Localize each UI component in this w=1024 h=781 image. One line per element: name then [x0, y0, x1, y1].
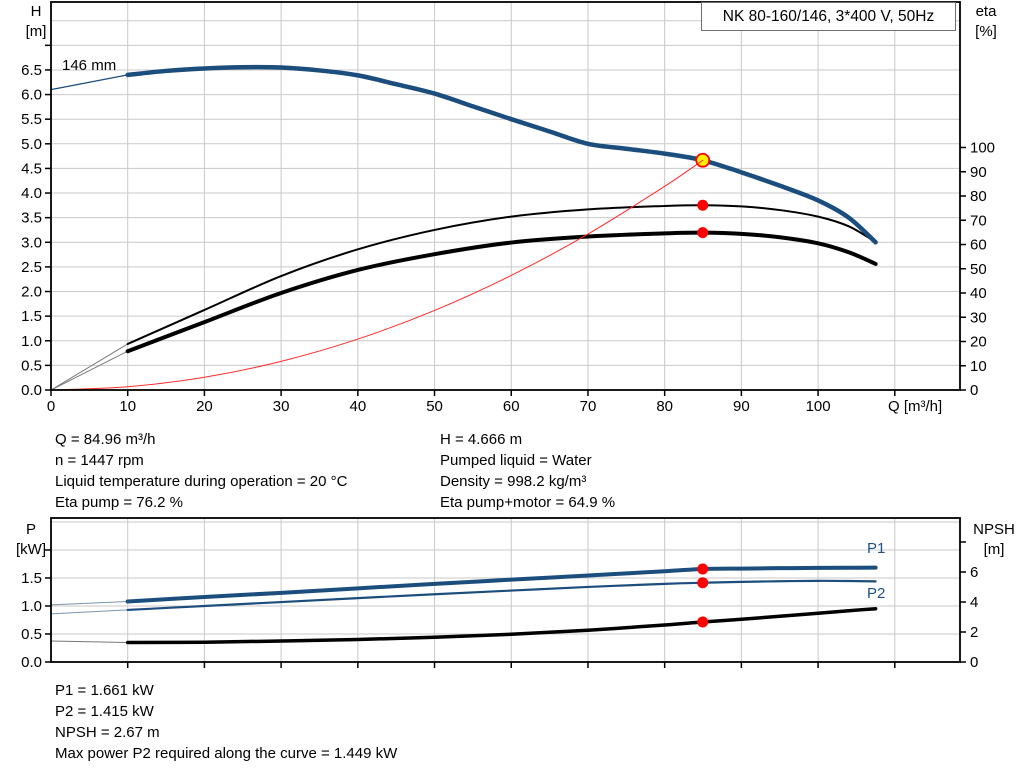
y-left-tick-label: 1.0: [21, 598, 42, 615]
operating-point-text-right: H = 4.666 m Pumped liquid = Water Densit…: [440, 429, 615, 513]
y-left-axis-unit: [m]: [26, 23, 47, 40]
p2-point-marker: [697, 577, 709, 589]
y-left-tick-label: 0.0: [21, 654, 42, 671]
op-pumped-liquid: Pumped liquid = Water: [440, 452, 592, 469]
x-axis-title: Q [m³/h]: [888, 398, 942, 415]
operating-point-text-left: Q = 84.96 m³/h n = 1447 rpm Liquid tempe…: [55, 429, 347, 513]
y-right-tick-label: 0: [970, 654, 978, 671]
x-tick-label: 10: [119, 398, 136, 415]
y-right-axis-title: NPSH: [973, 521, 1015, 538]
op-speed: n = 1447 rpm: [55, 452, 144, 469]
npsh-curve-lead: [50, 640, 129, 643]
y-left-tick-label: 0.5: [21, 357, 42, 374]
y-left-tick-label: 6.0: [21, 87, 42, 104]
system-curve: [50, 159, 704, 391]
y-right-tick-label: 80: [970, 188, 987, 205]
power-npsh-text: P1 = 1.661 kW P2 = 1.415 kW NPSH = 2.67 …: [55, 680, 397, 764]
y-left-tick-label: 1.0: [21, 333, 42, 350]
y-right-tick-label: 100: [970, 140, 995, 157]
y-right-tick-label: 2: [970, 624, 978, 641]
y-left-axis-title: P: [26, 521, 36, 538]
y-left-tick-label: 5.5: [21, 111, 42, 128]
p1-curve-label: P1: [867, 540, 886, 557]
op-density: Density = 998.2 kg/m³: [440, 473, 587, 490]
op-liquid-temperature: Liquid temperature during operation = 20…: [55, 473, 348, 490]
y-left-tick-label: 2.5: [21, 259, 42, 276]
eta-pump-point-marker: [697, 199, 709, 211]
p1-curve: [125, 565, 878, 604]
y-right-tick-label: 30: [970, 309, 987, 326]
head-curve-lead: [50, 74, 129, 91]
eta-pump-curve: [126, 204, 877, 345]
y-left-tick-label: 1.5: [21, 308, 42, 325]
pump-title-box: NK 80-160/146, 3*400 V, 50Hz: [701, 2, 956, 31]
duty-point-marker: [695, 152, 711, 168]
x-tick-label: 30: [273, 398, 290, 415]
eta-pump-lead: [50, 343, 129, 391]
y-left-tick-label: 2.0: [21, 284, 42, 301]
y-right-tick-label: 10: [970, 358, 987, 375]
y-left-tick-label: 1.5: [21, 570, 42, 587]
impeller-diameter-label: 146 mm: [62, 57, 117, 74]
y-right-tick-label: 0: [970, 382, 978, 399]
op-eta-pump-motor: Eta pump+motor = 64.9 %: [440, 494, 616, 511]
x-tick-label: 90: [733, 398, 750, 415]
y-left-tick-label: 0.5: [21, 626, 42, 643]
y-right-axis-unit: [%]: [975, 23, 997, 40]
pump-title: NK 80-160/146, 3*400 V, 50Hz: [722, 7, 935, 25]
y-right-tick-label: 50: [970, 261, 987, 278]
y-left-axis-unit: [kW]: [16, 541, 46, 558]
y-left-tick-label: 6.5: [21, 62, 42, 79]
y-left-tick-label: 0.0: [21, 382, 42, 399]
p2-curve: [126, 579, 877, 612]
x-tick-label: 80: [656, 398, 673, 415]
x-tick-label: 50: [426, 398, 443, 415]
y-right-tick-label: 6: [970, 564, 978, 581]
eta-pump-motor-point-marker: [697, 227, 709, 239]
y-right-tick-label: 70: [970, 212, 987, 229]
y-left-tick-label: 3.0: [21, 234, 42, 251]
x-tick-label: 60: [503, 398, 520, 415]
y-right-tick-label: 20: [970, 334, 987, 351]
y-right-tick-label: 40: [970, 285, 987, 302]
p1-value: P1 = 1.661 kW: [55, 682, 154, 699]
plot-border: [50, 1, 961, 391]
x-tick-label: 20: [196, 398, 213, 415]
x-tick-label: 40: [349, 398, 366, 415]
x-tick-label: 100: [806, 398, 831, 415]
p2-value: P2 = 1.415 kW: [55, 703, 154, 720]
npsh-value: NPSH = 2.67 m: [55, 724, 160, 741]
op-head: H = 4.666 m: [440, 431, 523, 448]
npsh-curve: [125, 607, 878, 645]
x-tick-label: 70: [580, 398, 597, 415]
plot-border: [50, 517, 961, 663]
max-power-p2: Max power P2 required along the curve = …: [55, 745, 398, 762]
y-left-tick-label: 4.0: [21, 185, 42, 202]
npsh-point-marker: [697, 616, 709, 628]
p1-curve-lead: [50, 601, 129, 606]
y-left-tick-label: 4.5: [21, 160, 42, 177]
y-left-axis-title: H: [31, 3, 42, 20]
op-flow: Q = 84.96 m³/h: [55, 431, 156, 448]
eta-pump-motor-curve: [125, 230, 878, 354]
y-left-tick-label: 3.5: [21, 210, 42, 227]
y-right-axis-title: eta: [976, 3, 998, 20]
y-left-tick-label: 5.0: [21, 136, 42, 153]
eta-pump-motor-lead: [50, 350, 129, 391]
op-eta-pump: Eta pump = 76.2 %: [55, 494, 183, 511]
head-curve: [125, 64, 878, 245]
y-right-axis-unit: [m]: [984, 541, 1005, 558]
p2-curve-label: P2: [867, 585, 886, 602]
y-right-tick-label: 60: [970, 237, 987, 254]
p1-point-marker: [697, 563, 709, 575]
y-right-tick-label: 90: [970, 164, 987, 181]
y-right-tick-label: 4: [970, 594, 978, 611]
p2-curve-lead: [50, 609, 129, 615]
x-tick-label: 0: [47, 398, 55, 415]
